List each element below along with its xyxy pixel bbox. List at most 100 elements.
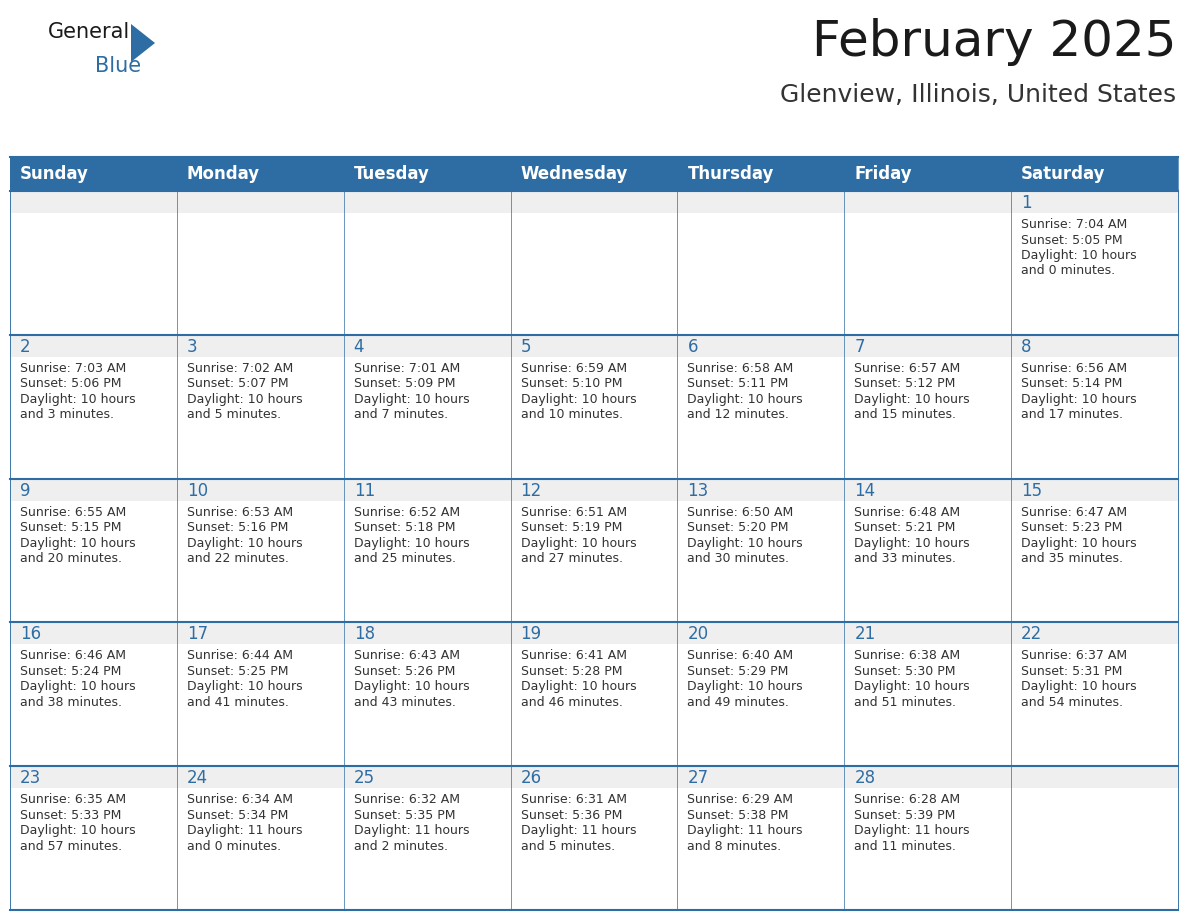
Bar <box>1011 357 1178 478</box>
Bar <box>511 335 677 478</box>
Text: and 3 minutes.: and 3 minutes. <box>20 409 114 421</box>
Bar <box>677 767 845 910</box>
Text: Sunrise: 7:04 AM: Sunrise: 7:04 AM <box>1022 218 1127 231</box>
Text: 9: 9 <box>20 482 31 499</box>
Text: 24: 24 <box>187 769 208 788</box>
Bar <box>10 157 1178 191</box>
Text: Sunset: 5:16 PM: Sunset: 5:16 PM <box>187 521 289 534</box>
Text: 11: 11 <box>354 482 375 499</box>
Text: and 46 minutes.: and 46 minutes. <box>520 696 623 709</box>
Text: and 51 minutes.: and 51 minutes. <box>854 696 956 709</box>
Text: Sunset: 5:18 PM: Sunset: 5:18 PM <box>354 521 455 534</box>
Bar <box>1011 789 1178 910</box>
Text: Wednesday: Wednesday <box>520 165 628 183</box>
Bar <box>10 767 177 910</box>
Text: 26: 26 <box>520 769 542 788</box>
Bar <box>177 357 343 478</box>
Bar <box>343 644 511 767</box>
Text: and 54 minutes.: and 54 minutes. <box>1022 696 1123 709</box>
Polygon shape <box>131 24 154 62</box>
Text: Sunrise: 7:03 AM: Sunrise: 7:03 AM <box>20 362 126 375</box>
Text: Sunrise: 6:52 AM: Sunrise: 6:52 AM <box>354 506 460 519</box>
Text: and 57 minutes.: and 57 minutes. <box>20 840 122 853</box>
Text: Sunset: 5:33 PM: Sunset: 5:33 PM <box>20 809 121 822</box>
Bar <box>677 500 845 622</box>
Text: Daylight: 10 hours: Daylight: 10 hours <box>354 680 469 693</box>
Text: and 5 minutes.: and 5 minutes. <box>187 409 282 421</box>
Bar <box>511 500 677 622</box>
Text: Sunrise: 6:44 AM: Sunrise: 6:44 AM <box>187 649 293 663</box>
Text: Monday: Monday <box>187 165 260 183</box>
Bar <box>177 500 343 622</box>
Text: Daylight: 11 hours: Daylight: 11 hours <box>187 824 303 837</box>
Bar <box>845 789 1011 910</box>
Text: Blue: Blue <box>95 56 141 76</box>
Bar <box>10 644 177 767</box>
Bar <box>845 191 1011 335</box>
Text: Sunrise: 6:31 AM: Sunrise: 6:31 AM <box>520 793 626 806</box>
Text: 8: 8 <box>1022 338 1031 356</box>
Bar <box>511 622 677 767</box>
Text: Sunrise: 6:32 AM: Sunrise: 6:32 AM <box>354 793 460 806</box>
Text: 13: 13 <box>688 482 709 499</box>
Text: Sunrise: 6:37 AM: Sunrise: 6:37 AM <box>1022 649 1127 663</box>
Bar <box>1011 478 1178 622</box>
Text: 23: 23 <box>20 769 42 788</box>
Text: Sunrise: 6:35 AM: Sunrise: 6:35 AM <box>20 793 126 806</box>
Text: Daylight: 10 hours: Daylight: 10 hours <box>520 393 637 406</box>
Text: Sunrise: 6:41 AM: Sunrise: 6:41 AM <box>520 649 626 663</box>
Bar <box>845 500 1011 622</box>
Text: Sunrise: 6:47 AM: Sunrise: 6:47 AM <box>1022 506 1127 519</box>
Bar <box>177 789 343 910</box>
Text: Sunset: 5:05 PM: Sunset: 5:05 PM <box>1022 233 1123 247</box>
Bar <box>177 767 343 910</box>
Text: 16: 16 <box>20 625 42 644</box>
Text: 5: 5 <box>520 338 531 356</box>
Text: and 12 minutes.: and 12 minutes. <box>688 409 789 421</box>
Bar <box>343 357 511 478</box>
Text: Daylight: 10 hours: Daylight: 10 hours <box>354 393 469 406</box>
Text: and 2 minutes.: and 2 minutes. <box>354 840 448 853</box>
Bar <box>343 335 511 478</box>
Bar <box>1011 622 1178 767</box>
Text: Sunset: 5:23 PM: Sunset: 5:23 PM <box>1022 521 1123 534</box>
Text: Daylight: 10 hours: Daylight: 10 hours <box>520 537 637 550</box>
Bar <box>177 335 343 478</box>
Text: Sunset: 5:28 PM: Sunset: 5:28 PM <box>520 665 623 677</box>
Text: Daylight: 10 hours: Daylight: 10 hours <box>354 537 469 550</box>
Text: Sunset: 5:19 PM: Sunset: 5:19 PM <box>520 521 623 534</box>
Text: 3: 3 <box>187 338 197 356</box>
Text: Sunset: 5:06 PM: Sunset: 5:06 PM <box>20 377 121 390</box>
Text: 18: 18 <box>354 625 375 644</box>
Text: Sunset: 5:07 PM: Sunset: 5:07 PM <box>187 377 289 390</box>
Bar <box>1011 644 1178 767</box>
Bar <box>10 789 177 910</box>
Text: and 25 minutes.: and 25 minutes. <box>354 552 456 565</box>
Bar <box>511 478 677 622</box>
Bar <box>511 357 677 478</box>
Bar <box>10 191 177 335</box>
Text: Daylight: 10 hours: Daylight: 10 hours <box>854 680 969 693</box>
Bar <box>845 478 1011 622</box>
Text: 14: 14 <box>854 482 876 499</box>
Text: and 11 minutes.: and 11 minutes. <box>854 840 956 853</box>
Bar <box>511 767 677 910</box>
Bar <box>845 213 1011 335</box>
Text: 12: 12 <box>520 482 542 499</box>
Bar <box>677 357 845 478</box>
Text: and 43 minutes.: and 43 minutes. <box>354 696 455 709</box>
Text: Glenview, Illinois, United States: Glenview, Illinois, United States <box>779 83 1176 107</box>
Bar <box>511 644 677 767</box>
Text: Sunset: 5:38 PM: Sunset: 5:38 PM <box>688 809 789 822</box>
Text: Sunset: 5:29 PM: Sunset: 5:29 PM <box>688 665 789 677</box>
Text: and 17 minutes.: and 17 minutes. <box>1022 409 1123 421</box>
Bar <box>677 335 845 478</box>
Text: and 0 minutes.: and 0 minutes. <box>187 840 282 853</box>
Bar <box>10 335 177 478</box>
Bar <box>343 622 511 767</box>
Text: 25: 25 <box>354 769 375 788</box>
Bar <box>343 478 511 622</box>
Bar <box>1011 500 1178 622</box>
Bar <box>511 191 677 335</box>
Text: 6: 6 <box>688 338 697 356</box>
